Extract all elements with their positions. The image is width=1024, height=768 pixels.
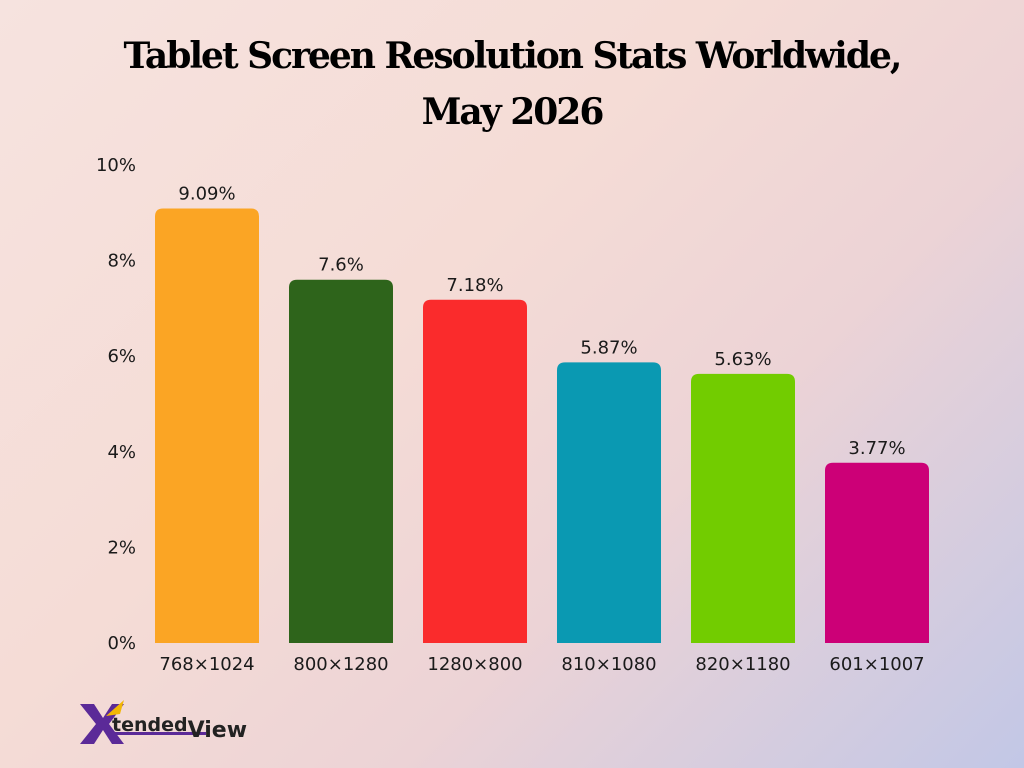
x-category-label: 601×1007 (829, 654, 924, 675)
x-category-label: 800×1280 (293, 654, 388, 675)
bar-1 (155, 208, 259, 644)
chart-title: Tablet Screen Resolution Stats Worldwide… (0, 28, 1024, 140)
bar-3 (423, 299, 527, 643)
x-axis: 768×1024 800×1280 1280×800 810×1080 820×1180… (159, 654, 924, 675)
y-tick-label: 10% (96, 155, 136, 176)
bar-value-label: 7.6% (318, 255, 364, 276)
x-category-label: 810×1080 (561, 654, 656, 675)
bar-value-label: 9.09% (178, 183, 235, 204)
y-tick-label: 0% (107, 633, 136, 654)
bar-value-label: 5.63% (714, 349, 771, 370)
xtendedview-logo-icon (80, 700, 206, 744)
x-category-label: 820×1180 (695, 654, 790, 675)
bar-value-label: 5.87% (580, 337, 637, 358)
bar-chart: 0% 2% 4% 6% 8% 10% 9.09% 7.6% 7.18% 5.87% 5.63% 3.… (96, 155, 929, 675)
bar-6 (825, 462, 929, 643)
logo-text-tended: tended (112, 714, 188, 736)
bar-value-label: 3.77% (848, 438, 905, 459)
bar-4 (557, 362, 661, 643)
logo-wordmark: tendedView (112, 712, 247, 743)
y-tick-label: 8% (107, 251, 136, 272)
y-tick-label: 2% (107, 537, 136, 558)
x-category-label: 1280×800 (427, 654, 522, 675)
y-tick-label: 4% (107, 442, 136, 463)
y-axis: 0% 2% 4% 6% 8% 10% (96, 155, 136, 654)
x-category-label: 768×1024 (159, 654, 254, 675)
value-labels: 9.09% 7.6% 7.18% 5.87% 5.63% 3.77% (178, 183, 905, 458)
bars (155, 208, 929, 644)
bar-5 (691, 373, 795, 643)
bar-value-label: 7.18% (446, 275, 503, 296)
bar-2 (289, 279, 393, 643)
title-line-2: May 2026 (421, 91, 605, 133)
logo-text-view: View (187, 718, 248, 743)
y-tick-label: 6% (107, 346, 136, 367)
title-line-1: Tablet Screen Resolution Stats Worldwide… (123, 35, 903, 77)
